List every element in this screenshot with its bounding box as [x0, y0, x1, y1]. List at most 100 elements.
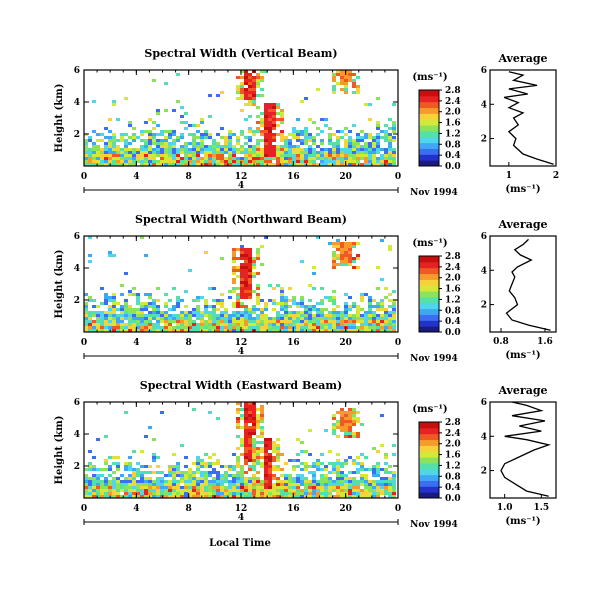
heatmap-cell — [384, 136, 388, 139]
heatmap-cell — [216, 163, 220, 166]
heatmap-cell — [304, 326, 308, 329]
heatmap-cell — [164, 82, 168, 85]
heatmap-cell — [212, 145, 216, 148]
heatmap-cell — [296, 465, 300, 468]
heatmap-cell — [192, 299, 196, 302]
heatmap-cell — [188, 317, 192, 320]
heatmap-cell — [156, 465, 160, 468]
heatmap-cell — [96, 148, 100, 151]
heatmap-cell — [84, 163, 88, 166]
heatmap-cell — [196, 483, 200, 486]
heatmap-cell — [220, 311, 224, 314]
heatmap-cell — [104, 314, 108, 317]
heatmap-cell — [208, 314, 212, 317]
heatmap-cell — [144, 302, 148, 305]
heatmap-cell — [304, 450, 308, 453]
y-tick-label: 2 — [74, 296, 80, 306]
heatmap-cell — [380, 492, 384, 495]
heatmap-cell — [172, 305, 176, 308]
heatmap-cell — [252, 100, 256, 103]
heatmap-cell — [328, 450, 332, 453]
heatmap-cell — [388, 145, 392, 148]
heatmap-cell — [248, 100, 252, 103]
heatmap-cell — [212, 160, 216, 163]
heatmap-cell — [364, 145, 368, 148]
heatmap-cell — [180, 133, 184, 136]
heatmap-cell — [204, 329, 208, 332]
heatmap-cell — [92, 486, 96, 489]
heatmap-cell — [276, 145, 280, 148]
heatmap-cell — [264, 142, 268, 145]
heatmap-cell — [320, 477, 324, 480]
heatmap-cell — [148, 133, 152, 136]
heatmap-cell — [204, 311, 208, 314]
heatmap-cell — [216, 486, 220, 489]
heatmap-cell — [144, 495, 148, 498]
heatmap-cell — [168, 299, 172, 302]
heatmap-cell — [116, 492, 120, 495]
heatmap-cell — [312, 495, 316, 498]
colorbar-swatch — [419, 113, 439, 120]
heatmap-cell — [392, 320, 396, 323]
heatmap-cell — [172, 148, 176, 151]
heatmap-cell — [248, 495, 252, 498]
heatmap-cell — [232, 468, 236, 471]
heatmap-cell — [320, 329, 324, 332]
heatmap-cell — [292, 320, 296, 323]
heatmap-cell — [264, 474, 268, 477]
heatmap-cell — [252, 414, 256, 417]
heatmap-cell — [328, 471, 332, 474]
heatmap-cell — [308, 151, 312, 154]
heatmap-cell — [248, 115, 252, 118]
heatmap-cell — [256, 477, 260, 480]
heatmap-cell — [168, 163, 172, 166]
panel-title: Spectral Width (Northward Beam) — [135, 213, 347, 226]
heatmap-cell — [352, 495, 356, 498]
heatmap-cell — [132, 323, 136, 326]
heatmap-cell — [140, 236, 144, 239]
heatmap-cell — [328, 483, 332, 486]
heatmap-cell — [184, 474, 188, 477]
heatmap-cell — [284, 305, 288, 308]
heatmap-cell — [208, 329, 212, 332]
heatmap-cell — [216, 474, 220, 477]
heatmap-cell — [116, 118, 120, 121]
heatmap-cell — [112, 154, 116, 157]
heatmap-cell — [248, 73, 252, 76]
heatmap-cell — [372, 139, 376, 142]
heatmap-cell — [292, 492, 296, 495]
heatmap-cell — [120, 317, 124, 320]
colorbar-swatch — [419, 296, 439, 304]
heatmap-cell — [392, 486, 396, 489]
heatmap-cell — [108, 142, 112, 145]
heatmap-cell — [256, 459, 260, 462]
heatmap-cell — [304, 465, 308, 468]
heatmap-cell — [172, 329, 176, 332]
heatmap-cell — [112, 329, 116, 332]
heatmap-cell — [252, 432, 256, 435]
x-tick-label: 8 — [186, 338, 192, 348]
heatmap-cell — [240, 133, 244, 136]
heatmap-cell — [264, 323, 268, 326]
heatmap-cell — [264, 320, 268, 323]
heatmap-cell — [92, 151, 96, 154]
heatmap-cell — [208, 311, 212, 314]
heatmap-cell — [104, 480, 108, 483]
heatmap-cell — [180, 145, 184, 148]
heatmap-cell — [88, 492, 92, 495]
heatmap-cell — [208, 489, 212, 492]
heatmap-cell — [288, 486, 292, 489]
heatmap-cell — [344, 91, 348, 94]
heatmap-cell — [300, 302, 304, 305]
heatmap-cell — [204, 302, 208, 305]
heatmap-cell — [392, 308, 396, 311]
heatmap-cell — [272, 302, 276, 305]
heatmap-cell — [316, 145, 320, 148]
heatmap-cell — [296, 480, 300, 483]
heatmap-cell — [320, 486, 324, 489]
heatmap-cell — [336, 245, 340, 248]
heatmap-cell — [392, 160, 396, 163]
heatmap-cell — [96, 317, 100, 320]
heatmap-cell — [312, 308, 316, 311]
heatmap-cell — [292, 127, 296, 130]
